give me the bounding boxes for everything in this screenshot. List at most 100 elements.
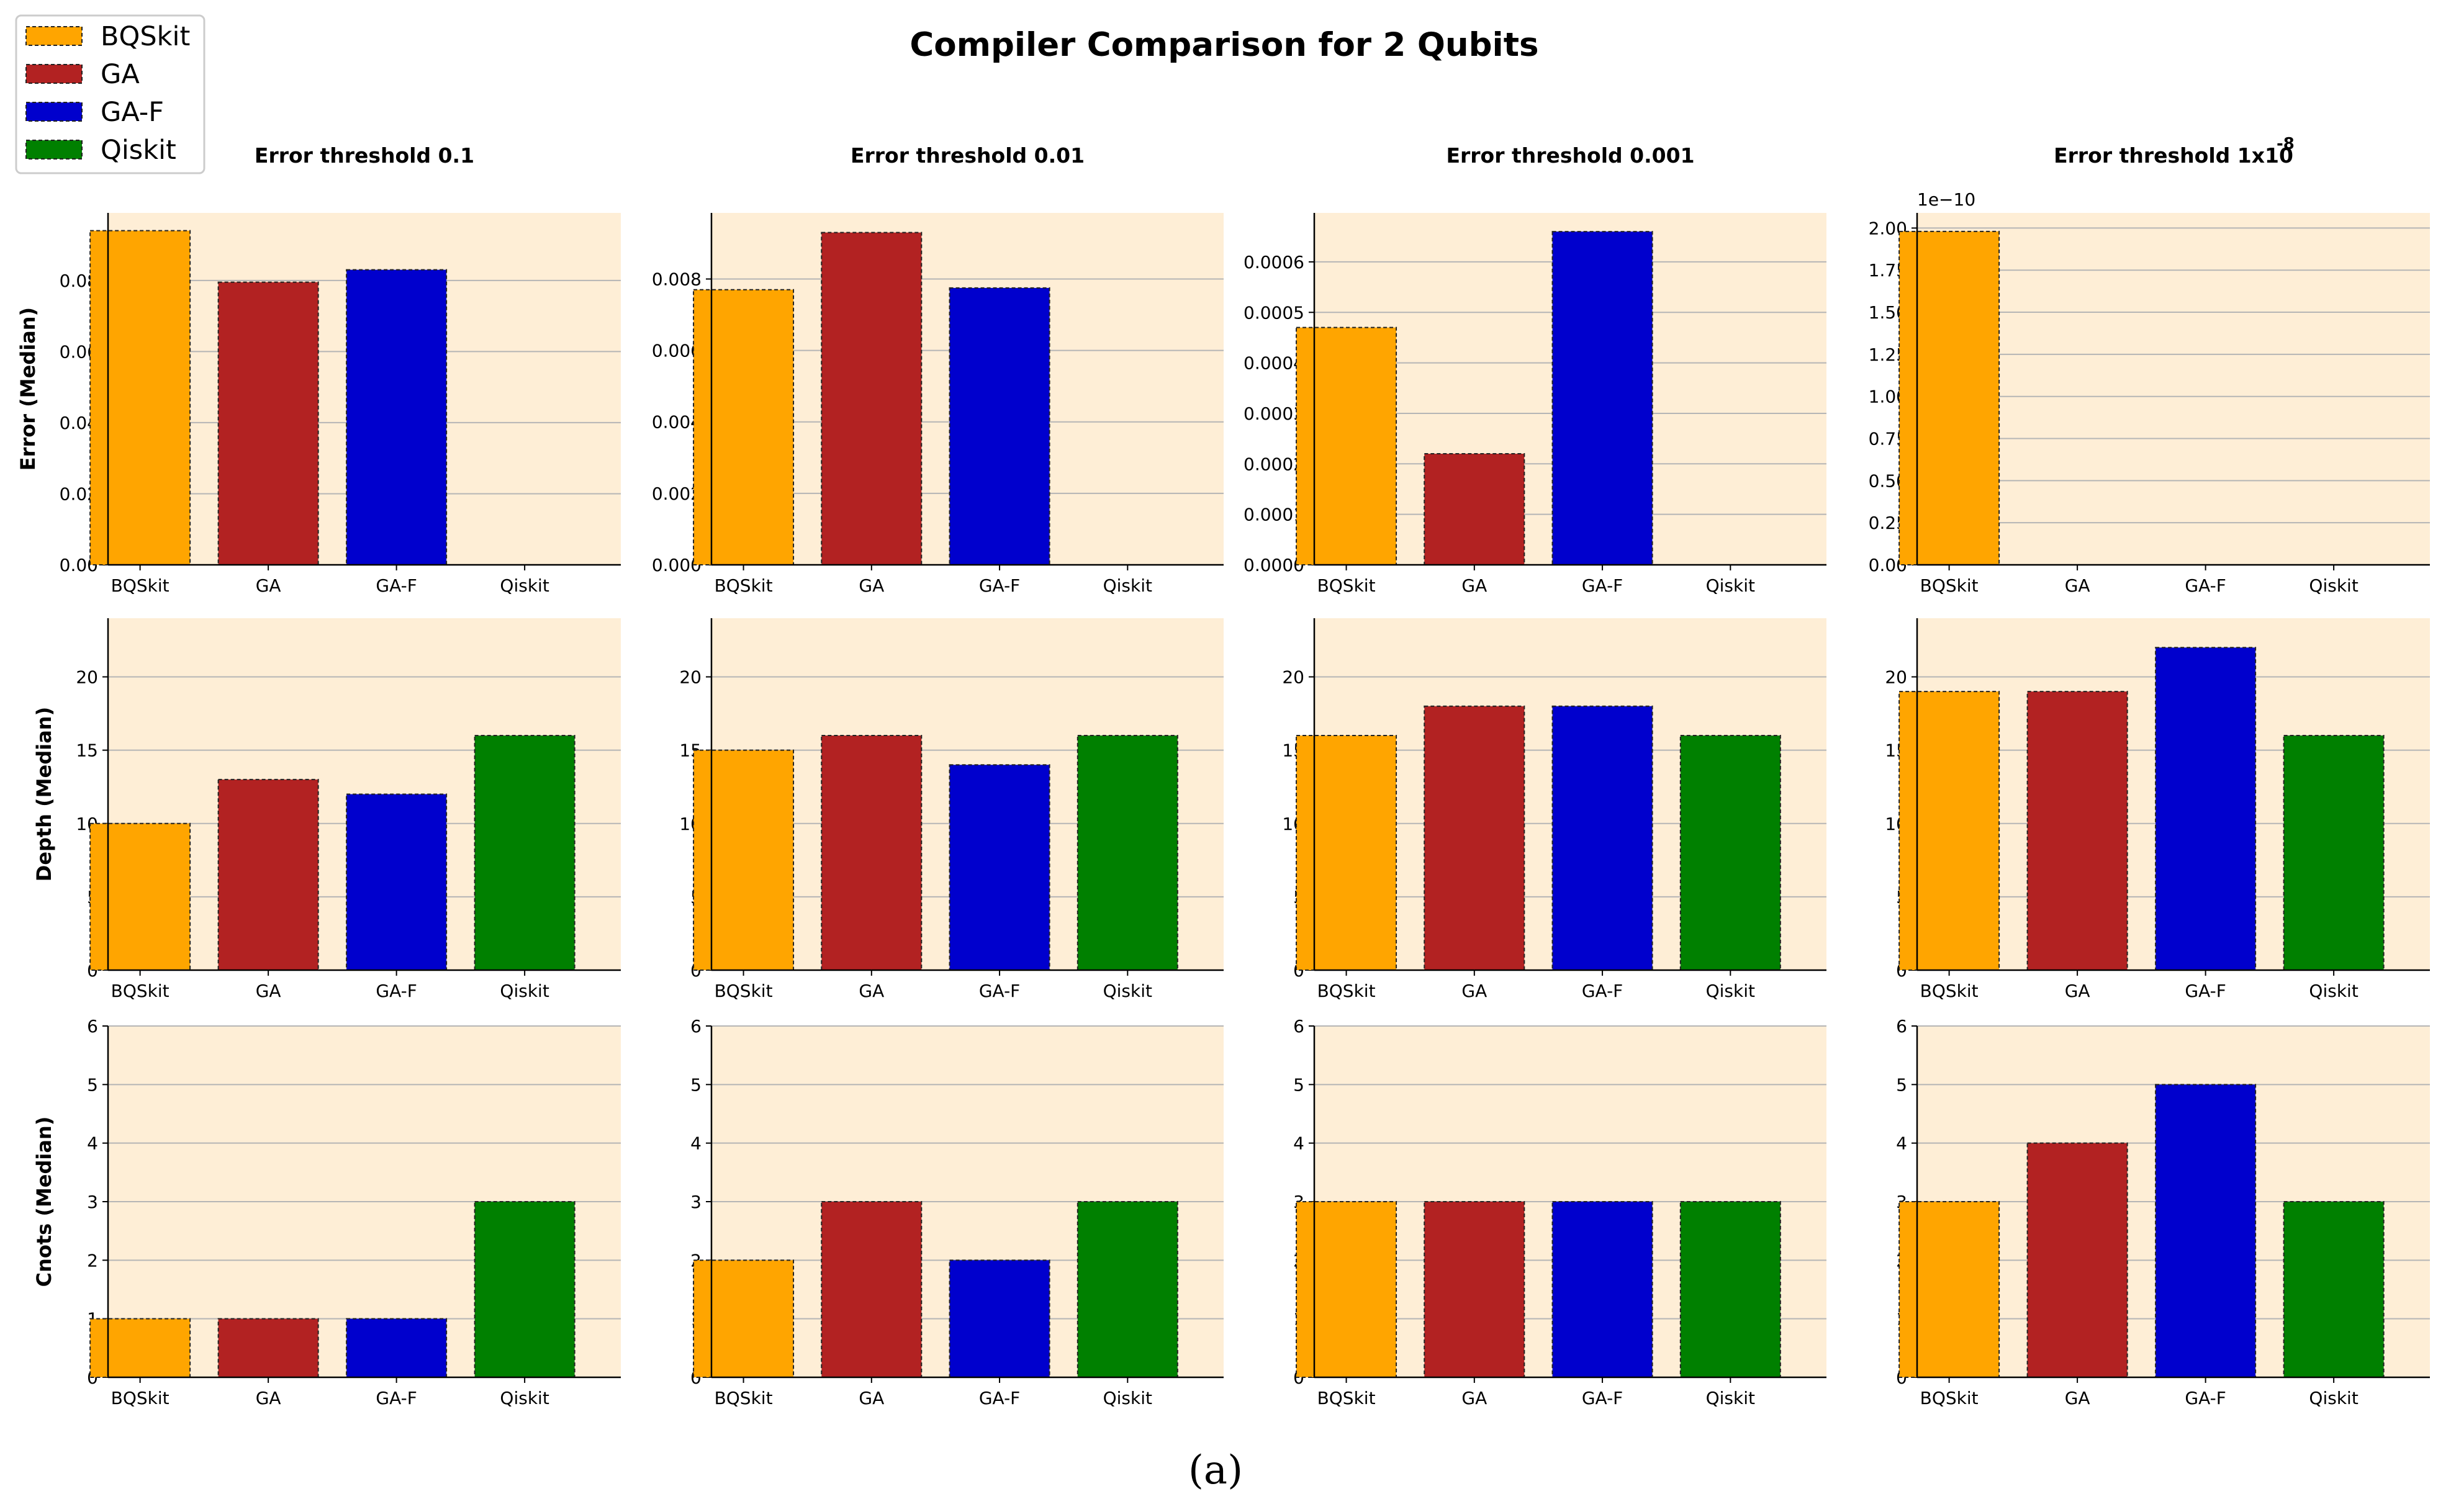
x-tick-label: GA-F bbox=[2185, 981, 2226, 1001]
bar-bqskit bbox=[693, 1259, 795, 1379]
bar-bqskit bbox=[693, 289, 795, 565]
bar-bqskit bbox=[1296, 1201, 1397, 1378]
column-title-1: Error threshold 0.1 bbox=[255, 143, 474, 168]
x-tick-label: Qiskit bbox=[2309, 1388, 2358, 1408]
bar-ga-f bbox=[949, 1259, 1050, 1379]
x-tick-label: BQSkit bbox=[715, 575, 773, 596]
y-tick-label: 20 bbox=[1885, 667, 1907, 688]
y-tick-label: 15 bbox=[76, 740, 98, 761]
y-tick-label: 4 bbox=[1293, 1133, 1304, 1154]
legend: BQSkit GA GA-F Qiskit bbox=[15, 14, 205, 174]
x-tick-label: Qiskit bbox=[2309, 575, 2358, 596]
y-tick-label: 0.0001 bbox=[1244, 505, 1304, 525]
x-tick-label: GA-F bbox=[1582, 575, 1623, 596]
bar-ga bbox=[821, 232, 923, 565]
x-tick-label: GA-F bbox=[376, 575, 417, 596]
x-tick-label: GA bbox=[1461, 1388, 1487, 1408]
y-tick-label: 4 bbox=[690, 1133, 702, 1154]
bar-qiskit bbox=[1679, 1201, 1781, 1378]
bar-bqskit bbox=[693, 749, 795, 971]
x-tick-label: GA bbox=[2065, 575, 2090, 596]
y-tick-label: 3 bbox=[690, 1192, 702, 1212]
y-tick-label: 4 bbox=[1896, 1133, 1907, 1154]
legend-swatch-ga-f bbox=[25, 102, 83, 122]
x-tick-label: GA-F bbox=[376, 1388, 417, 1408]
column-title-2: Error threshold 0.01 bbox=[851, 143, 1085, 168]
y-axis-label: Error (Median) bbox=[16, 307, 40, 470]
x-tick-label: Qiskit bbox=[1103, 1388, 1152, 1408]
bar-ga bbox=[821, 735, 923, 971]
x-tick-label: BQSkit bbox=[111, 981, 169, 1001]
x-tick-label: Qiskit bbox=[1706, 1388, 1755, 1408]
bar-ga-f bbox=[346, 793, 448, 971]
legend-label-ga-f: GA-F bbox=[101, 97, 164, 128]
x-tick-label: BQSkit bbox=[1317, 981, 1376, 1001]
legend-label-ga: GA bbox=[101, 59, 140, 90]
x-tick-label: Qiskit bbox=[1103, 575, 1152, 596]
y-tick-label: 5 bbox=[1293, 1074, 1304, 1095]
bar-ga bbox=[217, 281, 319, 565]
bar-ga bbox=[2026, 691, 2128, 971]
figure-caption: (a) bbox=[1188, 1447, 1243, 1493]
bar-qiskit bbox=[1679, 735, 1781, 971]
bar-ga-f bbox=[2155, 647, 2257, 971]
bar-ga bbox=[217, 1318, 319, 1379]
column-title-superscript: -8 bbox=[2277, 135, 2295, 153]
bar-qiskit bbox=[1077, 735, 1178, 971]
y-axis-label: Cnots (Median) bbox=[32, 1117, 56, 1287]
x-tick-label: BQSkit bbox=[715, 981, 773, 1001]
x-tick-label: BQSkit bbox=[715, 1388, 773, 1408]
x-tick-label: GA bbox=[256, 1388, 281, 1408]
x-tick-label: GA bbox=[256, 981, 281, 1001]
y-tick-label: 0.0005 bbox=[1244, 302, 1304, 323]
x-tick-label: Qiskit bbox=[2309, 981, 2358, 1001]
bar-bqskit bbox=[89, 230, 191, 565]
x-tick-label: GA-F bbox=[979, 1388, 1020, 1408]
bar-bqskit bbox=[1898, 691, 2000, 971]
x-tick-label: GA-F bbox=[376, 981, 417, 1001]
x-tick-label: Qiskit bbox=[1706, 575, 1755, 596]
column-title-4: Error threshold 1x10 bbox=[2054, 143, 2293, 168]
y-tick-label: 6 bbox=[1896, 1016, 1907, 1037]
bar-qiskit bbox=[2283, 1201, 2385, 1378]
x-tick-label: BQSkit bbox=[1920, 575, 1979, 596]
x-tick-label: Qiskit bbox=[1706, 981, 1755, 1001]
bar-bqskit bbox=[89, 822, 191, 971]
bar-ga bbox=[1424, 453, 1525, 566]
x-tick-label: GA bbox=[859, 1388, 884, 1408]
x-tick-label: GA-F bbox=[2185, 1388, 2226, 1408]
y-tick-label: 2 bbox=[87, 1250, 98, 1271]
y-tick-label: 4 bbox=[87, 1133, 98, 1154]
bar-ga bbox=[1424, 1201, 1525, 1378]
y-tick-label: 6 bbox=[87, 1016, 98, 1037]
x-tick-label: GA-F bbox=[1582, 981, 1623, 1001]
bar-ga bbox=[1424, 705, 1525, 971]
bar-qiskit bbox=[2283, 735, 2385, 971]
bar-ga-f bbox=[346, 269, 448, 565]
y-tick-label: 5 bbox=[690, 1074, 702, 1095]
bar-bqskit bbox=[1898, 230, 2000, 565]
legend-swatch-bqskit bbox=[25, 26, 83, 46]
x-tick-label: Qiskit bbox=[1103, 981, 1152, 1001]
x-tick-label: GA bbox=[859, 575, 884, 596]
y-tick-label: 6 bbox=[690, 1016, 702, 1037]
x-tick-label: GA bbox=[859, 981, 884, 1001]
panel-r1-c4: 0.000.250.500.751.001.251.501.752.001e−1… bbox=[1869, 189, 2430, 596]
x-tick-label: BQSkit bbox=[1920, 981, 1979, 1001]
x-tick-label: GA bbox=[256, 575, 281, 596]
bar-ga bbox=[2026, 1142, 2128, 1378]
bar-ga bbox=[217, 778, 319, 971]
x-tick-label: BQSkit bbox=[111, 1388, 169, 1408]
y-tick-label: 5 bbox=[1896, 1074, 1907, 1095]
column-titles: Error threshold 0.1 Error threshold 0.01 E… bbox=[255, 135, 2295, 168]
bar-ga bbox=[821, 1201, 923, 1378]
panel-background bbox=[1917, 213, 2430, 565]
legend-label-bqskit: BQSkit bbox=[101, 21, 190, 52]
y-offset-label: 1e−10 bbox=[1917, 189, 1975, 210]
legend-swatch-ga bbox=[25, 64, 83, 84]
bar-ga-f bbox=[346, 1318, 448, 1379]
